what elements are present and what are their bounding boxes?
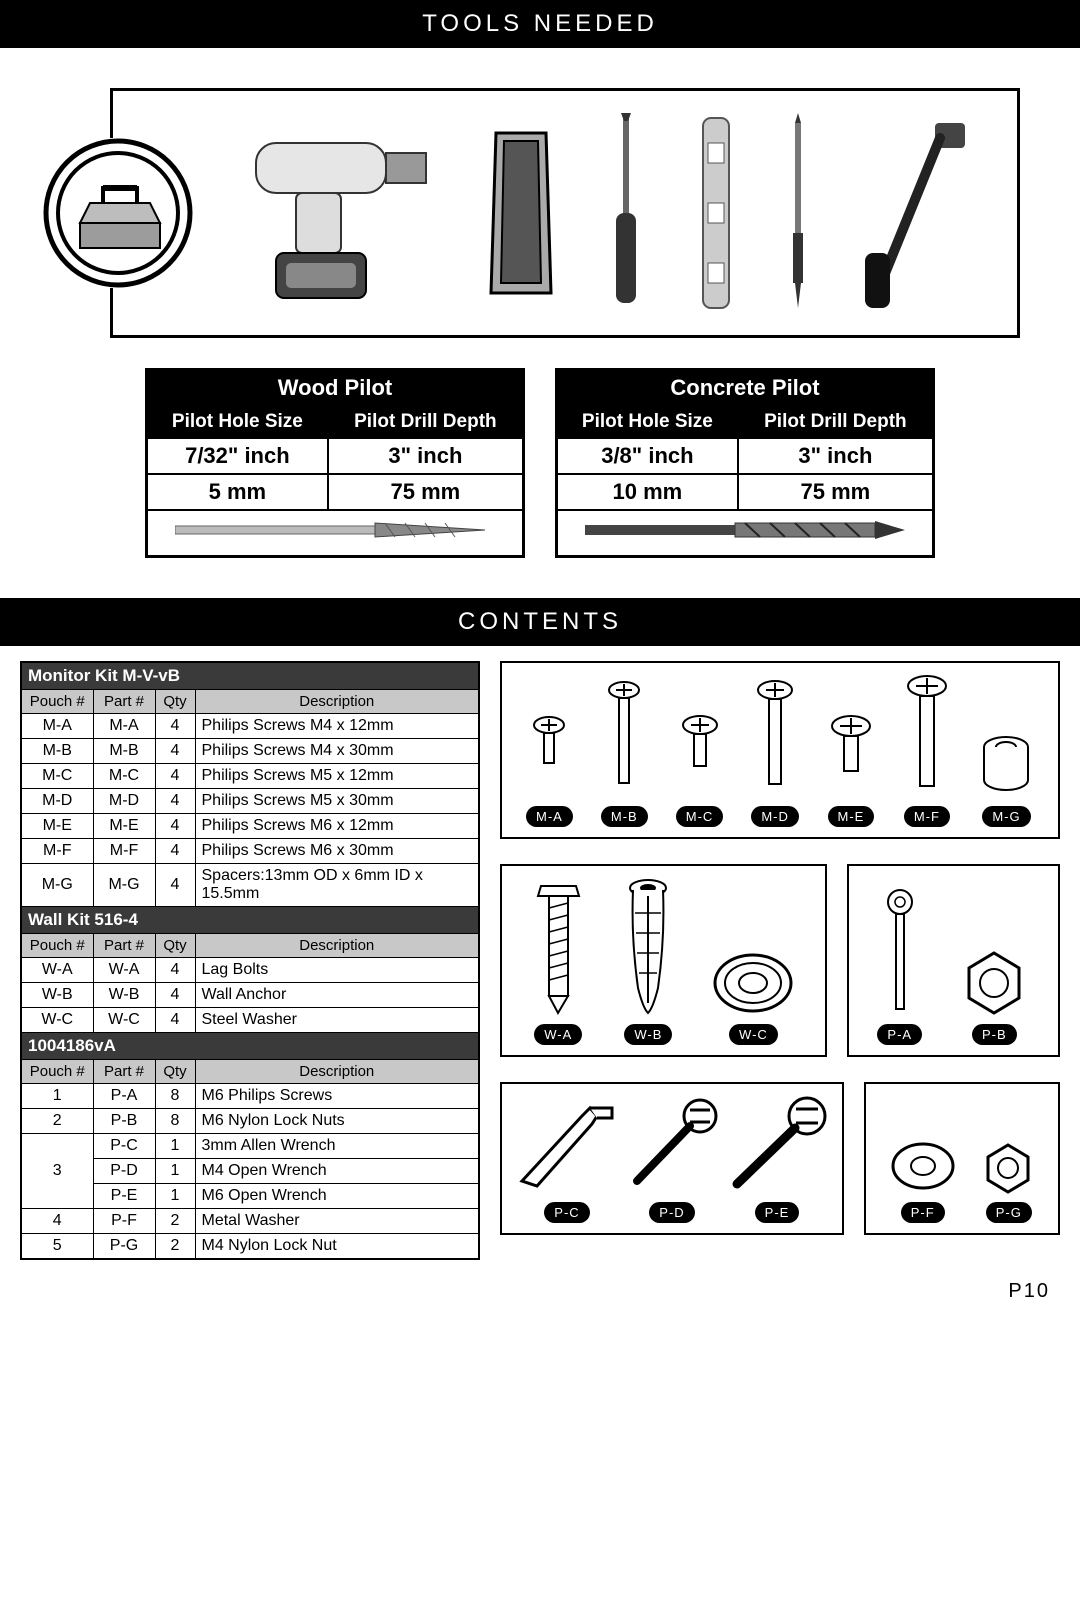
part-w-a: W-A [531,878,586,1045]
tools-frame [110,88,1020,338]
concrete-h2: Pilot Drill Depth [738,406,934,438]
col-qty: Qty [155,934,195,958]
p-kit-title: 1004186vA [21,1033,479,1060]
table-row: W-AW-A4Lag Bolts [21,958,479,983]
tools-area [0,48,1080,368]
table-row: M-EM-E4Philips Screws M6 x 12mm [21,814,479,839]
part-m-d: M-D [751,680,799,827]
p1-parts-panel: P-A P-B [847,864,1060,1057]
table-row: W-BW-B4Wall Anchor [21,983,479,1008]
wood-r2c2: 75 mm [328,474,524,510]
concrete-drill-image [557,510,934,557]
part-w-c: W-C [711,948,796,1045]
p3-parts-panel: P-F P-G [864,1082,1060,1235]
col-pouch: Pouch # [21,1060,93,1084]
table-row: M-GM-G4Spacers:13mm OD x 6mm ID x 15.5mm [21,864,479,907]
m-parts-panel: M-A M-B M-C M-D M-E M-F [500,661,1060,839]
concrete-pilot-title: Concrete Pilot [557,370,934,407]
col-qty: Qty [155,1060,195,1084]
wood-pilot-table: Wood Pilot Pilot Hole Size Pilot Drill D… [145,368,525,558]
level-icon [691,113,741,313]
table-row: 2P-B8M6 Nylon Lock Nuts [21,1109,479,1134]
part-w-b: W-B [623,878,673,1045]
wood-r2c1: 5 mm [147,474,328,510]
col-pouch: Pouch # [21,934,93,958]
table-row: W-CW-C4Steel Washer [21,1008,479,1033]
wood-h2: Pilot Drill Depth [328,406,524,438]
table-row: 1P-A8M6 Philips Screws [21,1084,479,1109]
screwdriver-icon [606,113,646,313]
part-m-a: M-A [526,715,573,827]
concrete-r1c2: 3" inch [738,438,934,474]
part-m-b: M-B [601,680,648,827]
concrete-pilot-table: Concrete Pilot Pilot Hole Size Pilot Dri… [555,368,935,558]
col-part: Part # [93,690,155,714]
col-part: Part # [93,1060,155,1084]
wood-r1c1: 7/32" inch [147,438,328,474]
table-row: 5P-G2M4 Nylon Lock Nut [21,1234,479,1260]
wood-r1c2: 3" inch [328,438,524,474]
toolbox-badge [43,138,193,288]
col-desc: Description [195,1060,479,1084]
pilot-tables: Wood Pilot Pilot Hole Size Pilot Drill D… [0,368,1080,598]
part-p-f: P-F [888,1136,958,1223]
part-m-c: M-C [676,715,724,827]
part-p-g: P-G [981,1141,1036,1223]
table-row: M-DM-D4Philips Screws M5 x 30mm [21,789,479,814]
p2-parts-panel: P-C P-D P-E [500,1082,844,1235]
part-m-e: M-E [827,715,875,827]
concrete-r2c1: 10 mm [557,474,738,510]
col-pouch: Pouch # [21,690,93,714]
part-p-d: P-D [622,1096,722,1223]
studfinder-icon [481,123,561,303]
part-m-g: M-G [979,735,1034,827]
col-desc: Description [195,690,479,714]
wood-pilot-title: Wood Pilot [147,370,524,407]
concrete-r1c1: 3/8" inch [557,438,738,474]
table-row: M-BM-B4Philips Screws M4 x 30mm [21,739,479,764]
col-qty: Qty [155,690,195,714]
concrete-h1: Pilot Hole Size [557,406,738,438]
tools-needed-header: TOOLS NEEDED [0,0,1080,48]
wall-kit-title: Wall Kit 516-4 [21,907,479,934]
w-parts-panel: W-A W-B W-C [500,864,827,1057]
wood-h1: Pilot Hole Size [147,406,328,438]
kit-table: Monitor Kit M-V-vB Pouch # Part # Qty De… [20,661,480,1260]
part-p-b: P-B [959,948,1029,1045]
wood-drill-image [147,510,524,557]
col-part: Part # [93,934,155,958]
part-p-c: P-C [512,1096,622,1223]
part-p-e: P-E [722,1096,832,1223]
concrete-r2c2: 75 mm [738,474,934,510]
col-desc: Description [195,934,479,958]
page-number: P10 [0,1280,1080,1313]
table-row: 3P-C13mm Allen Wrench [21,1134,479,1159]
table-row: M-CM-C4Philips Screws M5 x 12mm [21,764,479,789]
table-row: M-AM-A4Philips Screws M4 x 12mm [21,714,479,739]
monitor-kit-title: Monitor Kit M-V-vB [21,662,479,690]
part-p-a: P-A [877,888,922,1045]
table-row: M-FM-F4Philips Screws M6 x 30mm [21,839,479,864]
ratchet-icon [855,113,975,313]
part-m-f: M-F [903,675,951,827]
pencil-icon [786,113,810,313]
contents-header: CONTENTS [0,598,1080,646]
table-row: 4P-F2Metal Washer [21,1209,479,1234]
drill-icon [246,113,436,313]
